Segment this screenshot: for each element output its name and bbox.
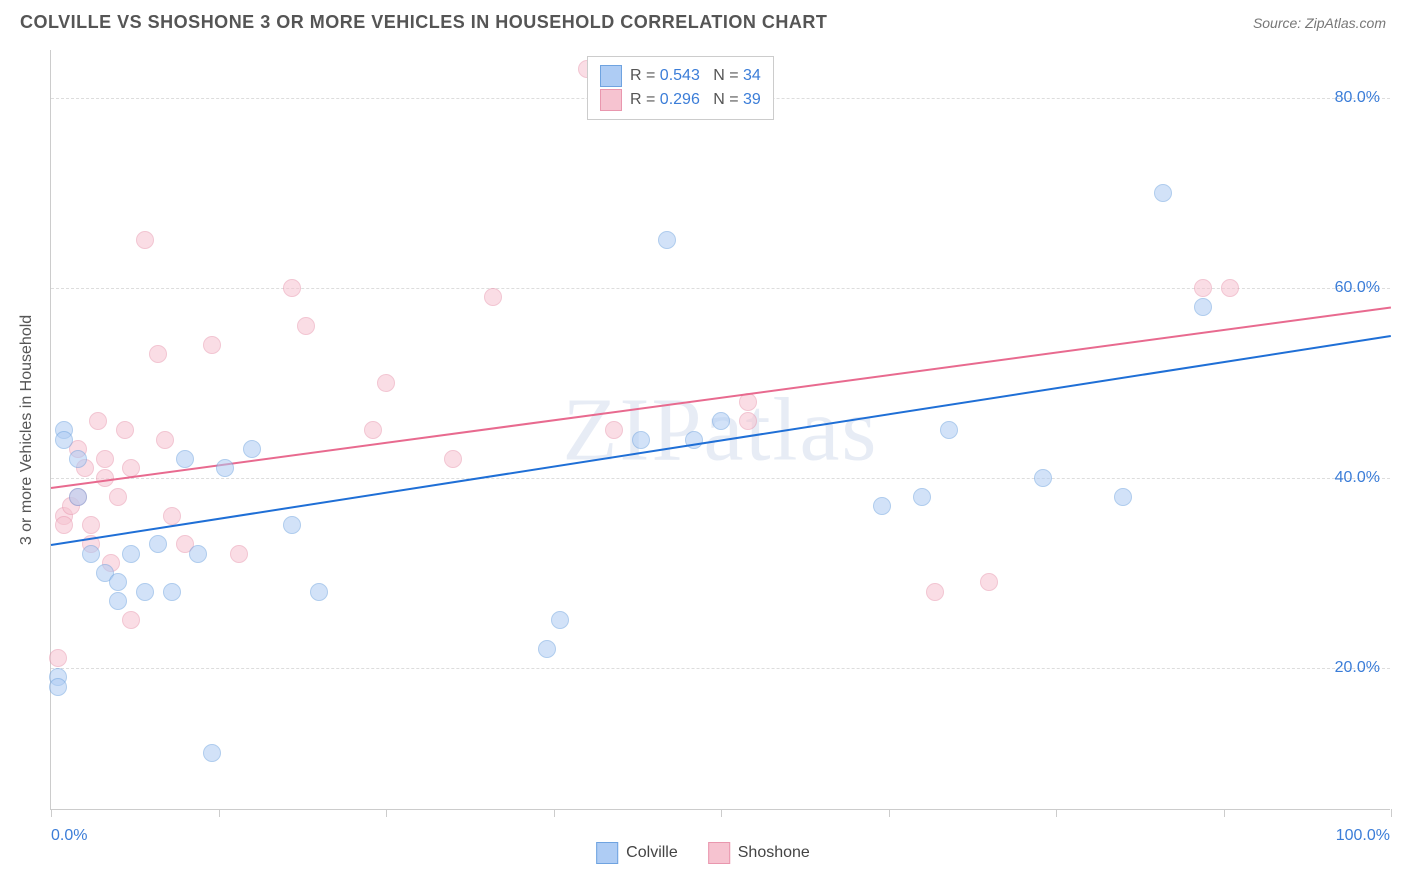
series-legend: Colville Shoshone xyxy=(596,842,810,864)
data-point-shoshone xyxy=(82,516,100,534)
x-min-label: 0.0% xyxy=(51,827,87,845)
data-point-colville xyxy=(310,583,328,601)
data-point-shoshone xyxy=(49,649,67,667)
source-label: Source: ZipAtlas.com xyxy=(1253,15,1386,31)
data-point-shoshone xyxy=(96,469,114,487)
swatch-icon xyxy=(596,842,618,864)
data-point-colville xyxy=(49,678,67,696)
data-point-shoshone xyxy=(96,450,114,468)
data-point-colville xyxy=(873,497,891,515)
data-point-colville xyxy=(109,573,127,591)
data-point-colville xyxy=(69,488,87,506)
y-tick-label: 60.0% xyxy=(1335,279,1380,297)
x-tick xyxy=(1056,809,1057,817)
x-tick xyxy=(386,809,387,817)
data-point-shoshone xyxy=(980,573,998,591)
legend-label: Shoshone xyxy=(738,844,810,862)
x-tick xyxy=(1391,809,1392,817)
legend-label: Colville xyxy=(626,844,678,862)
data-point-colville xyxy=(82,545,100,563)
data-point-colville xyxy=(243,440,261,458)
data-point-shoshone xyxy=(283,279,301,297)
stats-text: R = 0.296 N = 39 xyxy=(630,91,761,109)
data-point-shoshone xyxy=(122,611,140,629)
data-point-colville xyxy=(55,431,73,449)
swatch-icon xyxy=(708,842,730,864)
data-point-shoshone xyxy=(605,421,623,439)
data-point-colville xyxy=(136,583,154,601)
y-tick-label: 20.0% xyxy=(1335,659,1380,677)
data-point-shoshone xyxy=(1194,279,1212,297)
data-point-colville xyxy=(1034,469,1052,487)
data-point-colville xyxy=(658,231,676,249)
data-point-colville xyxy=(940,421,958,439)
data-point-colville xyxy=(1154,184,1172,202)
y-tick-label: 40.0% xyxy=(1335,469,1380,487)
data-point-colville xyxy=(712,412,730,430)
x-tick xyxy=(889,809,890,817)
data-point-colville xyxy=(163,583,181,601)
gridline xyxy=(51,668,1390,669)
data-point-colville xyxy=(203,744,221,762)
x-tick xyxy=(721,809,722,817)
legend-item-shoshone: Shoshone xyxy=(708,842,810,864)
data-point-shoshone xyxy=(926,583,944,601)
scatter-chart: ZIPatlas 20.0%40.0%60.0%80.0%0.0%100.0%R… xyxy=(50,50,1390,810)
data-point-colville xyxy=(283,516,301,534)
stats-text: R = 0.543 N = 34 xyxy=(630,67,761,85)
y-axis-label: 3 or more Vehicles in Household xyxy=(18,315,36,545)
x-tick xyxy=(1224,809,1225,817)
data-point-colville xyxy=(632,431,650,449)
data-point-colville xyxy=(69,450,87,468)
data-point-shoshone xyxy=(203,336,221,354)
data-point-colville xyxy=(913,488,931,506)
stats-row-colville: R = 0.543 N = 34 xyxy=(600,65,761,87)
data-point-shoshone xyxy=(116,421,134,439)
data-point-colville xyxy=(1194,298,1212,316)
data-point-colville xyxy=(1114,488,1132,506)
data-point-colville xyxy=(216,459,234,477)
data-point-shoshone xyxy=(109,488,127,506)
swatch-icon xyxy=(600,89,622,111)
chart-title: COLVILLE VS SHOSHONE 3 OR MORE VEHICLES … xyxy=(20,12,827,33)
data-point-shoshone xyxy=(364,421,382,439)
x-tick xyxy=(51,809,52,817)
data-point-shoshone xyxy=(484,288,502,306)
data-point-shoshone xyxy=(89,412,107,430)
data-point-shoshone xyxy=(136,231,154,249)
stats-legend: R = 0.543 N = 34 R = 0.296 N = 39 xyxy=(587,56,774,120)
data-point-colville xyxy=(551,611,569,629)
x-tick xyxy=(554,809,555,817)
data-point-shoshone xyxy=(1221,279,1239,297)
x-max-label: 100.0% xyxy=(1336,827,1390,845)
gridline xyxy=(51,478,1390,479)
data-point-shoshone xyxy=(163,507,181,525)
data-point-colville xyxy=(538,640,556,658)
stats-row-shoshone: R = 0.296 N = 39 xyxy=(600,89,761,111)
data-point-colville xyxy=(189,545,207,563)
data-point-shoshone xyxy=(149,345,167,363)
x-tick xyxy=(219,809,220,817)
data-point-shoshone xyxy=(377,374,395,392)
data-point-shoshone xyxy=(739,412,757,430)
data-point-shoshone xyxy=(156,431,174,449)
trend-line-shoshone xyxy=(51,307,1391,489)
data-point-colville xyxy=(149,535,167,553)
data-point-colville xyxy=(122,545,140,563)
data-point-colville xyxy=(176,450,194,468)
data-point-colville xyxy=(109,592,127,610)
data-point-shoshone xyxy=(444,450,462,468)
data-point-shoshone xyxy=(55,516,73,534)
data-point-shoshone xyxy=(230,545,248,563)
gridline xyxy=(51,288,1390,289)
swatch-icon xyxy=(600,65,622,87)
legend-item-colville: Colville xyxy=(596,842,678,864)
y-tick-label: 80.0% xyxy=(1335,89,1380,107)
data-point-shoshone xyxy=(297,317,315,335)
